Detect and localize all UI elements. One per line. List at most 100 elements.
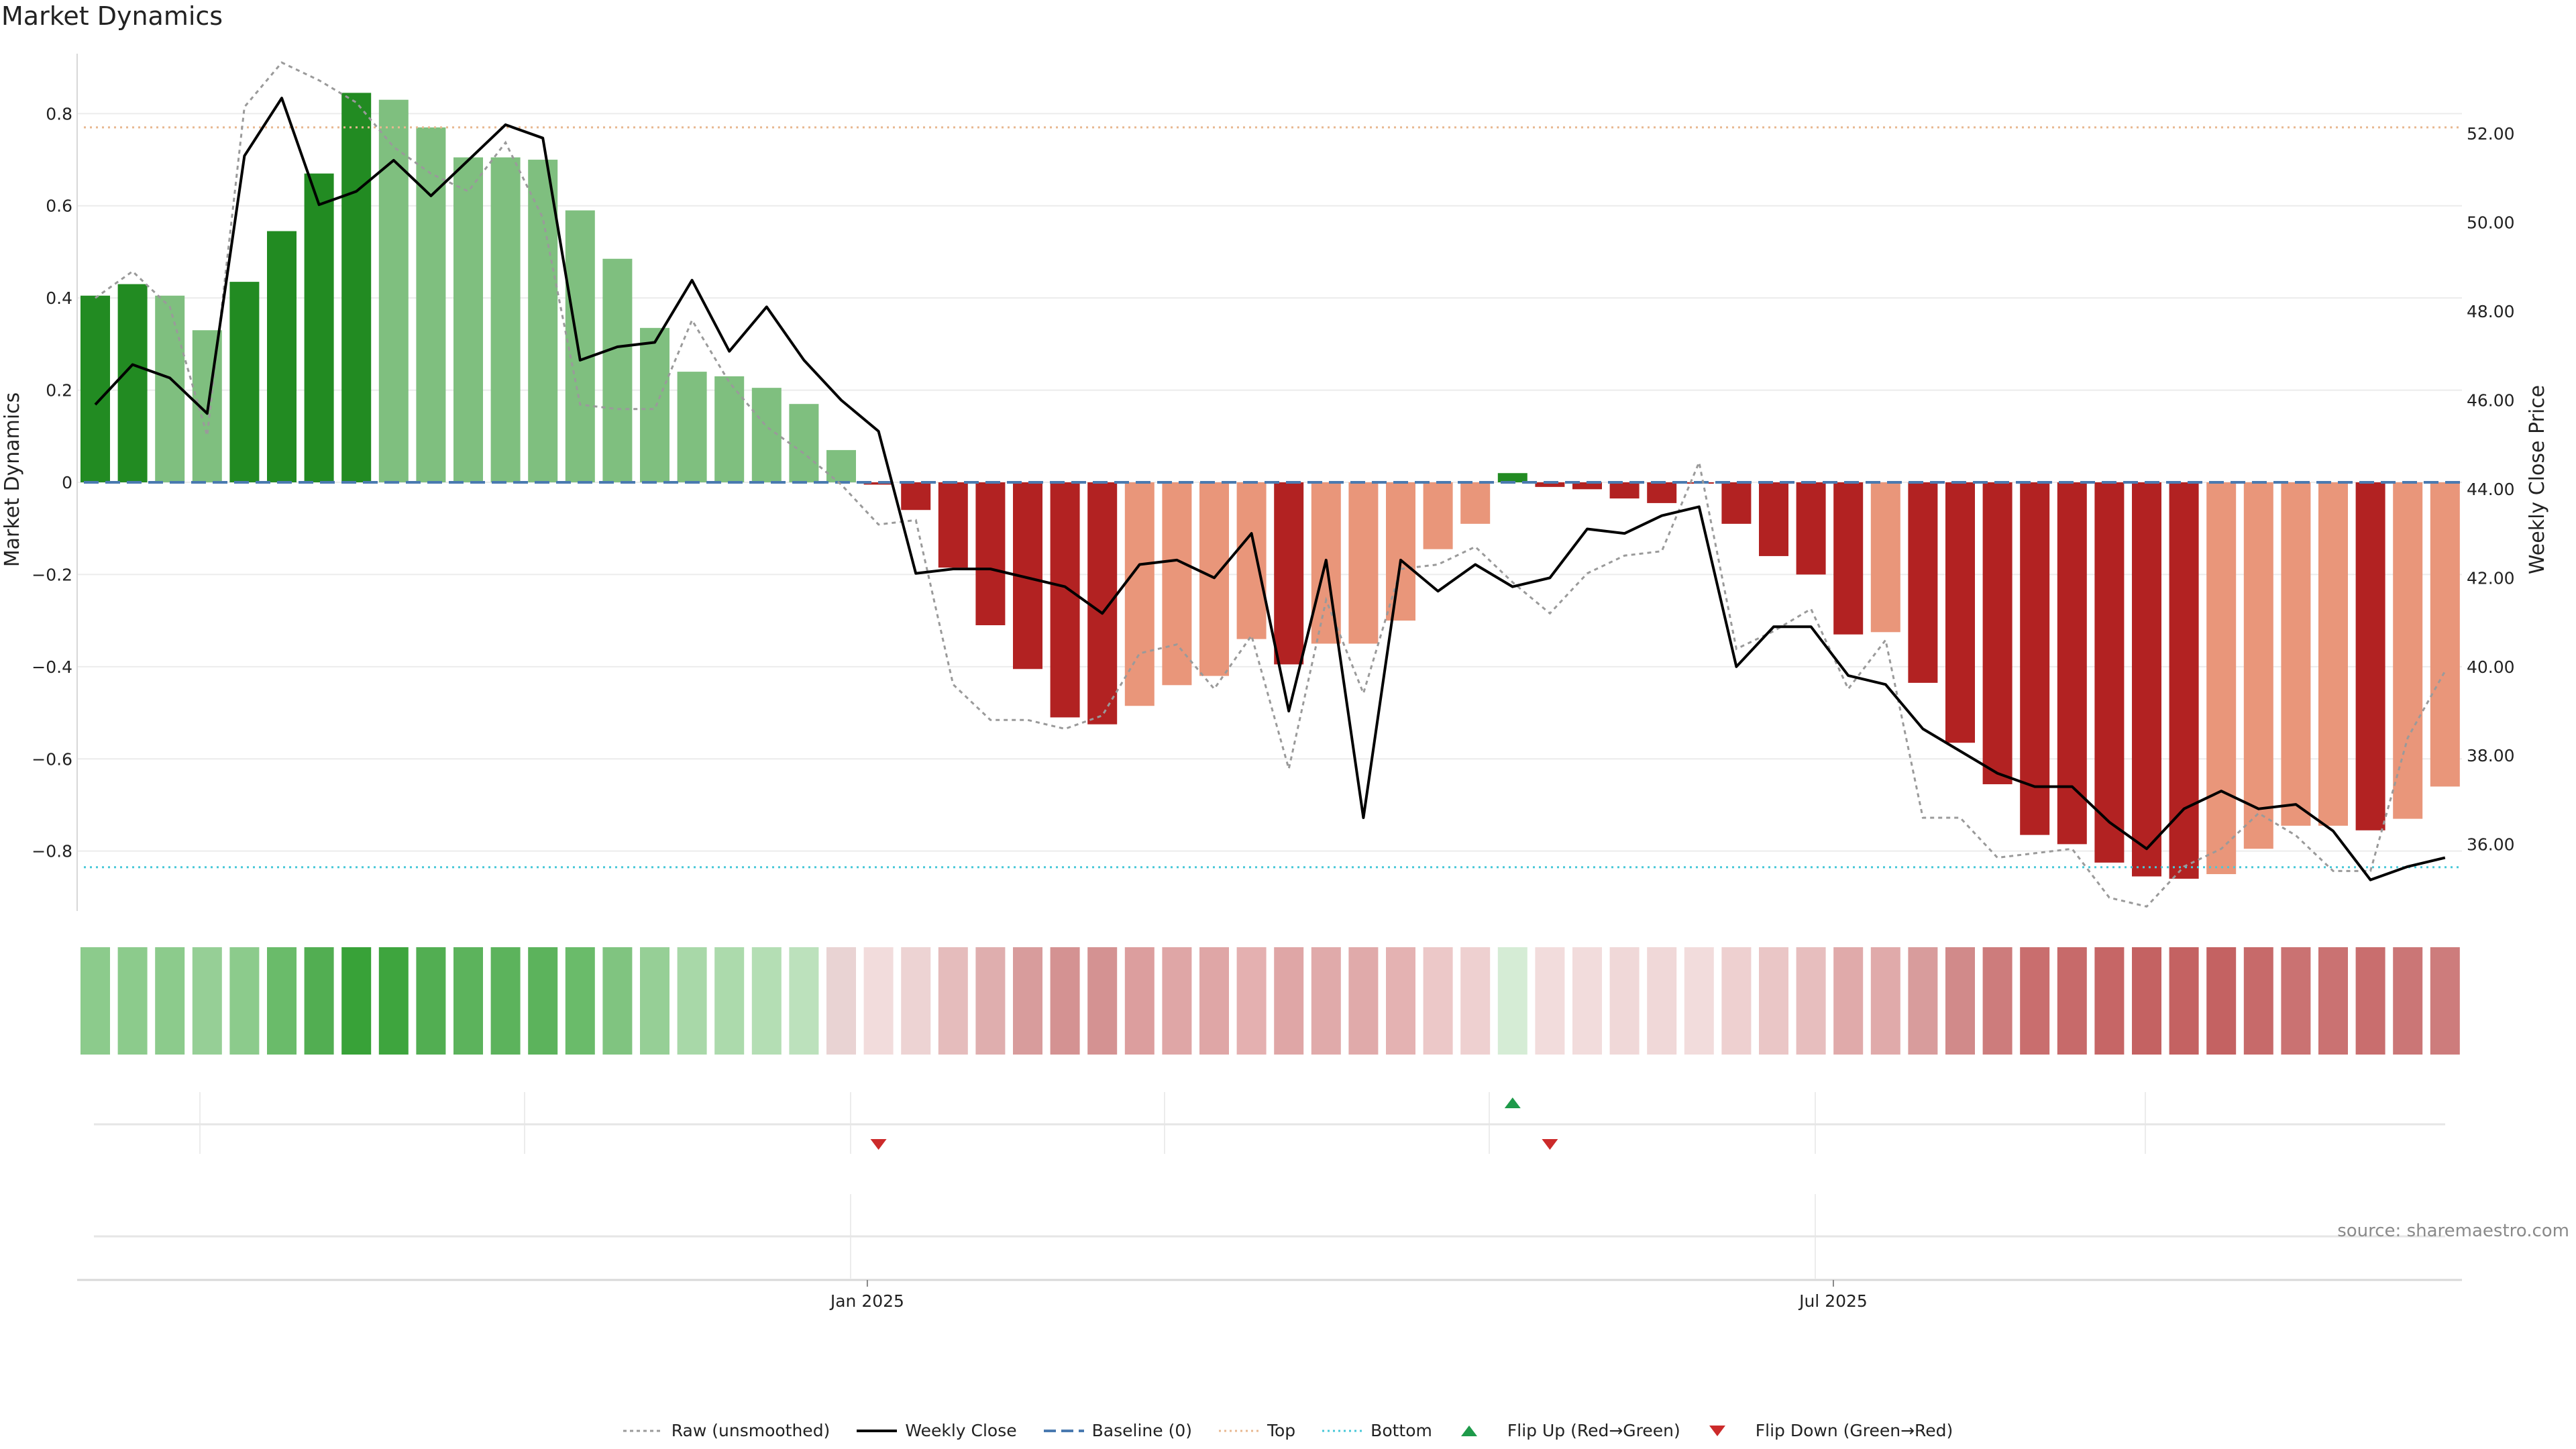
bar	[1945, 482, 1975, 743]
heat-strip-cell	[714, 947, 745, 1055]
bar	[1124, 482, 1155, 706]
y-tick-label: −0.8	[32, 842, 72, 861]
heat-strip-cell	[789, 947, 819, 1055]
y2-axis-title: Weekly Close Price	[2526, 385, 2549, 574]
bar	[2020, 482, 2050, 835]
bar	[602, 258, 633, 482]
heat-strip-cell	[229, 947, 260, 1055]
heat-strip-cell	[192, 947, 222, 1055]
legend-item-flip-down[interactable]: Flip Down (Green→Red)	[1707, 1421, 1953, 1440]
bar	[2355, 482, 2385, 830]
x-tick-label: Jan 2025	[829, 1291, 904, 1311]
flip-up-icon	[1460, 1425, 1477, 1436]
heat-strip-cell	[1497, 947, 1527, 1055]
heat-strip-cell	[1386, 947, 1415, 1055]
bar	[751, 388, 782, 482]
bar	[2169, 482, 2199, 879]
heat-strip-cell	[1572, 947, 1602, 1055]
heat-strip-cell	[2393, 947, 2423, 1055]
heat-strip-cell	[1124, 947, 1155, 1055]
heat-strip-cell	[378, 947, 409, 1055]
legend-swatch-weekly-close	[857, 1429, 898, 1432]
bar	[304, 173, 334, 482]
bar	[1647, 482, 1677, 503]
source-note: source: sharemaestro.com	[2337, 1221, 2569, 1241]
legend-label-flip-up: Flip Up (Red→Green)	[1507, 1421, 1680, 1440]
bar	[1497, 473, 1527, 482]
heat-strip-cell	[1199, 947, 1229, 1055]
bar	[1460, 482, 1491, 524]
bar	[938, 482, 968, 568]
flip-down-marker	[870, 1139, 887, 1150]
legend-label-raw: Raw (unsmoothed)	[671, 1421, 830, 1440]
bar	[826, 449, 856, 482]
flip-marker-panel	[94, 1092, 2445, 1154]
heat-strip-cell	[155, 947, 185, 1055]
heat-strip-cell	[1236, 947, 1267, 1055]
y2-tick-label: 36.00	[2467, 835, 2515, 855]
bar	[640, 327, 669, 482]
y2-tick-label: 48.00	[2467, 302, 2515, 321]
heat-strip-cell	[1759, 947, 1788, 1055]
heat-strip-cell	[1348, 947, 1379, 1055]
heat-strip-cell	[1982, 947, 2012, 1055]
bar	[1833, 482, 1864, 635]
bar	[1609, 482, 1640, 499]
y-tick-label: 0.2	[46, 381, 72, 400]
flip-down-marker	[1542, 1139, 1558, 1150]
bar	[341, 93, 372, 483]
legend-item-flip-up[interactable]: Flip Up (Red→Green)	[1459, 1421, 1680, 1440]
bar	[1721, 482, 1752, 524]
legend-item-top[interactable]: Top	[1218, 1421, 1296, 1440]
heat-strip-cell	[1311, 947, 1341, 1055]
heat-strip-cell	[1870, 947, 1900, 1055]
heat-strip-cell	[938, 947, 968, 1055]
heat-strip-cell	[1423, 947, 1453, 1055]
lower-panel	[94, 1194, 2445, 1279]
bar	[528, 160, 558, 482]
heat-strip-cell	[267, 947, 297, 1055]
bar	[2318, 482, 2348, 826]
heat-strip-cell	[2430, 947, 2460, 1055]
y2-tick-label: 42.00	[2467, 568, 2515, 588]
legend-label-top: Top	[1267, 1421, 1296, 1440]
legend-label-flip-down: Flip Down (Green→Red)	[1755, 1421, 1953, 1440]
bar	[1162, 482, 1192, 686]
bar	[490, 157, 521, 482]
bar	[1796, 482, 1826, 575]
legend-item-weekly-close[interactable]: Weekly Close	[857, 1421, 1017, 1440]
y2-tick-label: 44.00	[2467, 480, 2515, 499]
legend-item-raw[interactable]: Raw (unsmoothed)	[623, 1421, 830, 1440]
heat-strip-cell	[117, 947, 148, 1055]
bar	[1572, 482, 1602, 490]
legend-item-baseline[interactable]: Baseline (0)	[1043, 1421, 1192, 1440]
flip-up-marker	[1504, 1097, 1521, 1108]
bar	[901, 482, 931, 511]
bar	[2243, 482, 2273, 849]
bar	[2057, 482, 2087, 845]
y2-tick-label: 38.00	[2467, 746, 2515, 765]
bar	[1982, 482, 2012, 785]
heat-strip-cell	[2094, 947, 2125, 1055]
heat-strip-cell	[2132, 947, 2161, 1055]
bar	[453, 157, 483, 482]
heat-strip-cell	[602, 947, 633, 1055]
legend-item-bottom[interactable]: Bottom	[1322, 1421, 1432, 1440]
bar	[267, 231, 297, 482]
bar	[1423, 482, 1453, 549]
heat-strip-cell	[901, 947, 931, 1055]
heat-strip-cell	[1908, 947, 1938, 1055]
heat-strip-cell	[304, 947, 334, 1055]
y-axis-title: Market Dynamics	[1, 392, 24, 568]
y-tick-label: −0.4	[32, 657, 72, 677]
heat-strip-cell	[1460, 947, 1491, 1055]
heat-strip-cell	[863, 947, 894, 1055]
heat-strip-cell	[2318, 947, 2348, 1055]
bar	[2393, 482, 2423, 819]
heat-strip-cell	[640, 947, 669, 1055]
heat-strip-cell	[2281, 947, 2311, 1055]
bar	[2206, 482, 2237, 875]
bar	[229, 282, 260, 482]
heat-strip-cell	[1013, 947, 1042, 1055]
y-tick-label: −0.6	[32, 749, 72, 769]
